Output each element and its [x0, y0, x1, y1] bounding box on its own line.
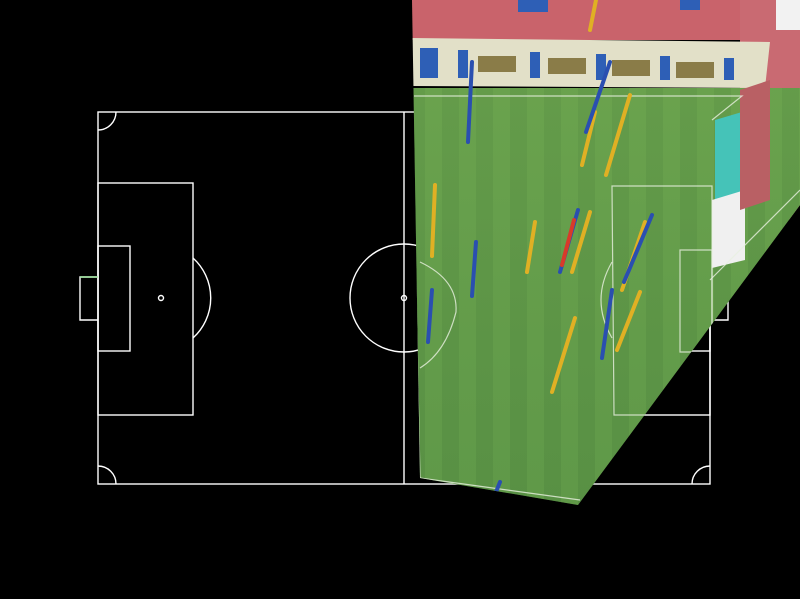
corner-arc-br	[691, 465, 711, 485]
player	[470, 240, 478, 298]
player	[604, 93, 632, 177]
player	[600, 288, 614, 360]
player	[430, 183, 437, 258]
player	[580, 110, 597, 167]
left-penalty-arc	[192, 257, 212, 339]
left-penalty-spot	[157, 294, 165, 302]
player	[426, 288, 434, 344]
left-goal-area	[97, 245, 131, 352]
player	[584, 60, 612, 134]
stadium-track	[412, 0, 800, 40]
frame-diagonal	[709, 189, 800, 281]
left-goal-box	[79, 276, 98, 321]
side-hoarding	[715, 112, 742, 215]
player	[588, 0, 598, 32]
side-panel	[712, 190, 745, 268]
warped-broadcast-frame-icon	[412, 0, 800, 505]
stand-edge	[740, 80, 770, 210]
left-penalty-area	[97, 182, 194, 416]
player	[615, 290, 642, 352]
player	[466, 60, 474, 144]
player	[570, 210, 592, 274]
center-spot	[400, 294, 408, 302]
player	[622, 213, 654, 284]
frame-bottom-line	[419, 477, 581, 501]
player	[550, 316, 577, 394]
referee	[560, 218, 576, 267]
corner-arc-bl	[97, 465, 117, 485]
corner-arc-tl	[97, 111, 117, 131]
player	[494, 480, 502, 494]
ad-hoardings	[412, 0, 800, 88]
players	[426, 0, 654, 494]
frame-center-arc	[419, 261, 457, 369]
player	[525, 220, 537, 274]
frame-touchline	[414, 95, 744, 121]
